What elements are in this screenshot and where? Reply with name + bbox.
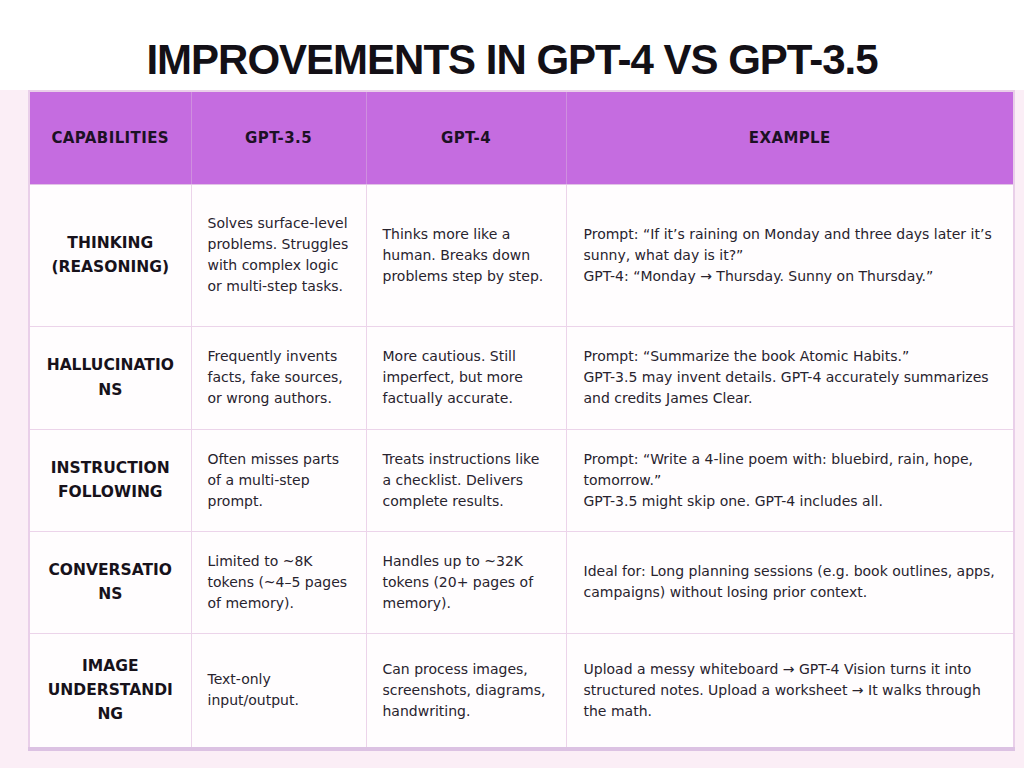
page-title: IMPROVEMENTS IN GPT-4 VS GPT-3.5 — [0, 0, 1024, 84]
column-header-gpt4: GPT-4 — [366, 91, 566, 184]
table-body: THINKING (REASONING)Solves surface-level… — [29, 184, 1014, 749]
table-container: CAPABILITIES GPT-3.5 GPT-4 EXAMPLE THINK… — [28, 90, 1015, 751]
example-cell: Prompt: “Summarize the book Atomic Habit… — [566, 326, 1014, 429]
gpt4-cell: Thinks more like a human. Breaks down pr… — [366, 184, 566, 326]
column-header-gpt35: GPT-3.5 — [191, 91, 366, 184]
capability-cell: IMAGE UNDERSTANDING — [29, 633, 191, 749]
example-cell: Prompt: “Write a 4-line poem with: blueb… — [566, 429, 1014, 531]
table-row: INSTRUCTION FOLLOWINGOften misses parts … — [29, 429, 1014, 531]
table-header-row: CAPABILITIES GPT-3.5 GPT-4 EXAMPLE — [29, 91, 1014, 184]
table-row: IMAGE UNDERSTANDINGText-only input/outpu… — [29, 633, 1014, 749]
gpt4-cell: Handles up to ~32K tokens (20+ pages of … — [366, 531, 566, 633]
example-cell: Upload a messy whiteboard → GPT-4 Vision… — [566, 633, 1014, 749]
capability-cell: CONVERSATIONS — [29, 531, 191, 633]
gpt35-cell: Limited to ~8K tokens (~4–5 pages of mem… — [191, 531, 366, 633]
table-row: HALLUCINATIONSFrequently invents facts, … — [29, 326, 1014, 429]
page: { "page": { "title": "IMPROVEMENTS IN GP… — [0, 0, 1024, 768]
example-cell: Ideal for: Long planning sessions (e.g. … — [566, 531, 1014, 633]
gpt4-cell: Treats instructions like a checklist. De… — [366, 429, 566, 531]
gpt35-cell: Frequently invents facts, fake sources, … — [191, 326, 366, 429]
example-cell: Prompt: “If it’s raining on Monday and t… — [566, 184, 1014, 326]
gpt35-cell: Often misses parts of a multi-step promp… — [191, 429, 366, 531]
gpt4-cell: More cautious. Still imperfect, but more… — [366, 326, 566, 429]
capability-cell: THINKING (REASONING) — [29, 184, 191, 326]
gpt35-cell: Solves surface-level problems. Struggles… — [191, 184, 366, 326]
gpt35-cell: Text-only input/output. — [191, 633, 366, 749]
capability-cell: INSTRUCTION FOLLOWING — [29, 429, 191, 531]
capability-cell: HALLUCINATIONS — [29, 326, 191, 429]
table-row: THINKING (REASONING)Solves surface-level… — [29, 184, 1014, 326]
table-row: CONVERSATIONSLimited to ~8K tokens (~4–5… — [29, 531, 1014, 633]
title-banner: IMPROVEMENTS IN GPT-4 VS GPT-3.5 — [0, 0, 1024, 90]
column-header-capabilities: CAPABILITIES — [29, 91, 191, 184]
column-header-example: EXAMPLE — [566, 91, 1014, 184]
gpt4-cell: Can process images, screenshots, diagram… — [366, 633, 566, 749]
comparison-table: CAPABILITIES GPT-3.5 GPT-4 EXAMPLE THINK… — [28, 90, 1015, 751]
